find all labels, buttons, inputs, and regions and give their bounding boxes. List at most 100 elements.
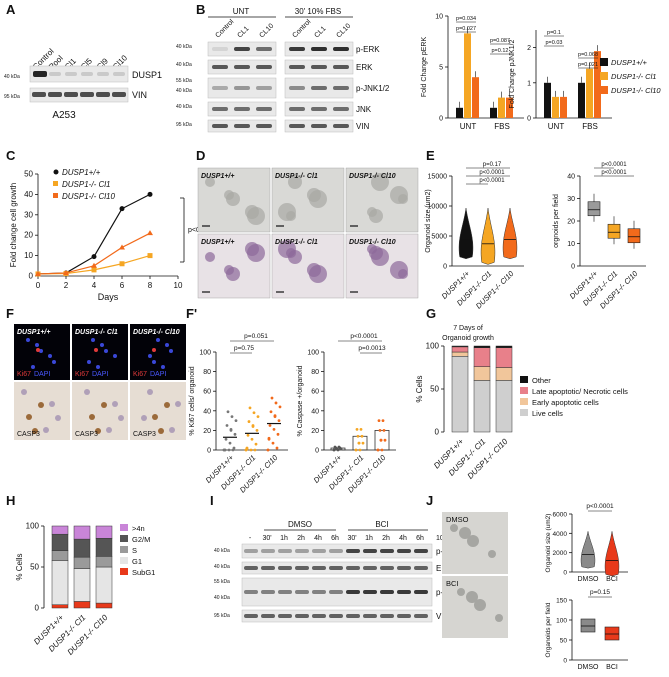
stain-label: CASP3 xyxy=(75,431,98,438)
pvalue-label: p=0.068 xyxy=(578,52,598,58)
organoid-blob xyxy=(495,614,503,622)
data-point xyxy=(253,448,257,452)
panel-letter-H: H xyxy=(6,493,15,508)
blot-band xyxy=(397,566,411,570)
time-label: 30' xyxy=(347,535,356,542)
data-point xyxy=(357,441,361,445)
band-label: VIN xyxy=(132,90,147,100)
blot-band xyxy=(289,124,305,128)
micrograph-label: DUSP1+/+ xyxy=(201,239,234,246)
y-tick-label: 5000 xyxy=(431,234,447,241)
pvalue-label: p=0.12 xyxy=(492,48,509,54)
organoid-blob xyxy=(450,524,458,532)
y-tick-label: 10 xyxy=(24,251,33,260)
pvalue-label: p<0.0001 xyxy=(350,333,378,340)
organoid-blob xyxy=(224,265,234,275)
data-point xyxy=(381,419,385,422)
stacked-segment xyxy=(473,347,491,367)
blot-band xyxy=(380,549,394,553)
time-label: 4h xyxy=(399,535,407,542)
blot-band xyxy=(329,590,343,594)
y-axis-label: Fold change cell growth xyxy=(9,183,18,268)
kda-label: 95 kDa xyxy=(214,613,230,619)
nucleus-dot xyxy=(156,338,160,342)
data-point xyxy=(224,437,228,441)
y-tick-label: 0 xyxy=(571,264,575,271)
blot-band xyxy=(346,549,360,553)
organoid-blob xyxy=(474,599,486,611)
data-point xyxy=(337,445,341,449)
pvalue-label: p<0.0001 xyxy=(586,503,614,510)
band-dusp1 xyxy=(97,72,109,76)
y-tick-label: 60 xyxy=(311,389,319,396)
legend-item: G1 xyxy=(132,557,142,566)
pvalue-label: p<0.0001 xyxy=(479,178,505,184)
nucleus-dot xyxy=(91,338,95,342)
y-tick-label: 40 xyxy=(567,174,575,181)
y-axis-label: Fold Change pERK xyxy=(421,37,428,98)
y-tick-label: 0 xyxy=(439,116,443,123)
blot-band xyxy=(333,86,349,90)
data-point xyxy=(332,448,336,452)
lane-label: CL1 xyxy=(313,25,327,39)
legend-item: SubG1 xyxy=(132,568,155,577)
data-point xyxy=(91,254,97,260)
pvalue-label: p=0.1 xyxy=(547,30,561,36)
time-label: 30' xyxy=(262,535,271,542)
x-tick-label: 0 xyxy=(36,281,41,290)
nucleus-dot xyxy=(113,354,117,358)
band-label: JNK xyxy=(356,105,372,114)
data-point xyxy=(272,428,276,431)
series-line xyxy=(37,193,151,275)
y-tick-label: 5 xyxy=(439,65,443,72)
panel-letter-J: J xyxy=(426,493,433,508)
x-tick-label: UNT xyxy=(460,122,477,131)
micrograph-label: DMSO xyxy=(446,515,469,524)
nucleus-dot xyxy=(104,349,108,353)
y-tick-label: 0 xyxy=(435,428,440,437)
blot-band xyxy=(234,107,250,111)
kda-label: 40 kDa xyxy=(176,88,192,94)
y-tick-label: 40 xyxy=(24,190,33,199)
blot-band xyxy=(312,614,326,618)
y-tick-label: 50 xyxy=(30,563,39,572)
data-point xyxy=(382,429,386,432)
blot-band xyxy=(311,47,327,51)
blot-band xyxy=(295,590,309,594)
y-tick-label: 40 xyxy=(311,408,319,415)
cell-dot xyxy=(49,401,55,407)
y-tick-label: 50 xyxy=(24,170,33,179)
stain-label: DAPI xyxy=(150,371,166,378)
x-tick-label: 10 xyxy=(174,281,183,290)
blot-band xyxy=(311,124,327,128)
blot-strip-vin xyxy=(29,87,129,103)
blot-band xyxy=(329,614,343,618)
data-point xyxy=(339,447,343,451)
ki67-dot xyxy=(152,348,156,352)
panel-letter-F': F' xyxy=(186,306,197,321)
ki67-dot xyxy=(94,348,98,352)
x-tick-label: UNT xyxy=(548,122,565,131)
box xyxy=(627,228,641,244)
y-axis-label: % Cells xyxy=(15,553,24,580)
legend-swatch xyxy=(120,557,128,564)
legend-swatch xyxy=(520,387,528,394)
blot-strip xyxy=(207,77,277,99)
band-label: VIN xyxy=(356,122,370,131)
y-tick-label: 10000 xyxy=(428,204,448,211)
micrograph-label: DUSP1+/+ xyxy=(201,173,234,180)
violin xyxy=(480,207,496,265)
time-label: - xyxy=(249,535,252,542)
chart-title: Organoid growth xyxy=(442,335,494,342)
legend-swatch xyxy=(520,376,528,383)
organoid-blob xyxy=(457,588,465,596)
y-tick-label: 0 xyxy=(563,570,567,577)
group-label: UNT xyxy=(233,7,250,16)
y-tick-label: 80 xyxy=(311,369,319,376)
panel-letter-I: I xyxy=(210,493,214,508)
blot-band xyxy=(414,566,428,570)
cell-dot xyxy=(84,389,90,395)
blot-band xyxy=(333,65,349,69)
data-point xyxy=(355,428,359,431)
